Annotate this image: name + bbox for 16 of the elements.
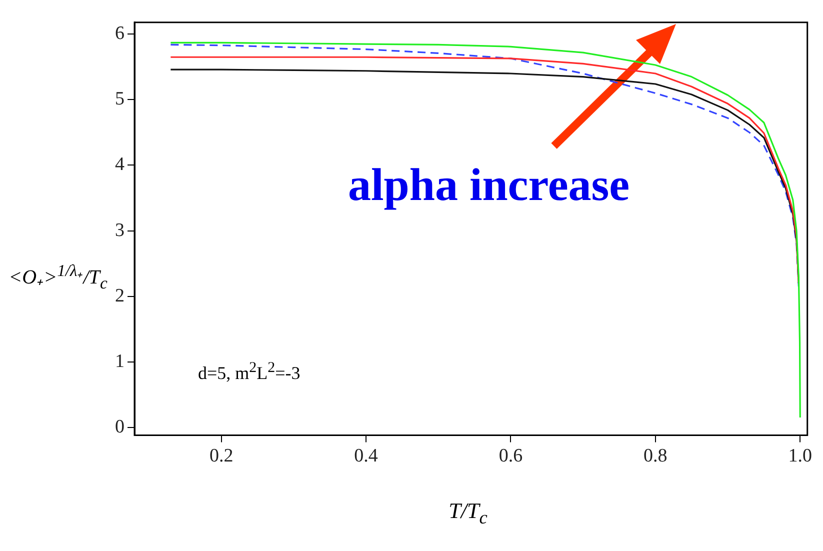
y-axis-title: <O₊>$^{1/λ₊}$/T$_{c}$ [8,260,108,294]
x-tick-label: 0.8 [644,446,668,467]
x-axis-title: T/T$_{c}$ [448,498,488,528]
y-tick-label: 0 [115,416,124,438]
x-tick-label: 1.0 [788,446,812,467]
y-tick-label: 5 [115,88,124,110]
y-tick-label: 1 [115,350,124,372]
annotation: d=5, m$^{2}$L$^{2}$=-3 [198,360,300,384]
x-tick-label: 0.4 [354,446,378,467]
y-tick-label: 3 [115,220,124,241]
x-tick-label: 0.2 [209,446,234,467]
y-tick-label: 4 [115,154,125,176]
annotation: alpha increase [348,158,630,211]
y-tick-label: 2 [115,285,124,306]
x-tick-label: 0.6 [498,446,523,467]
y-tick-label: 6 [115,23,124,44]
